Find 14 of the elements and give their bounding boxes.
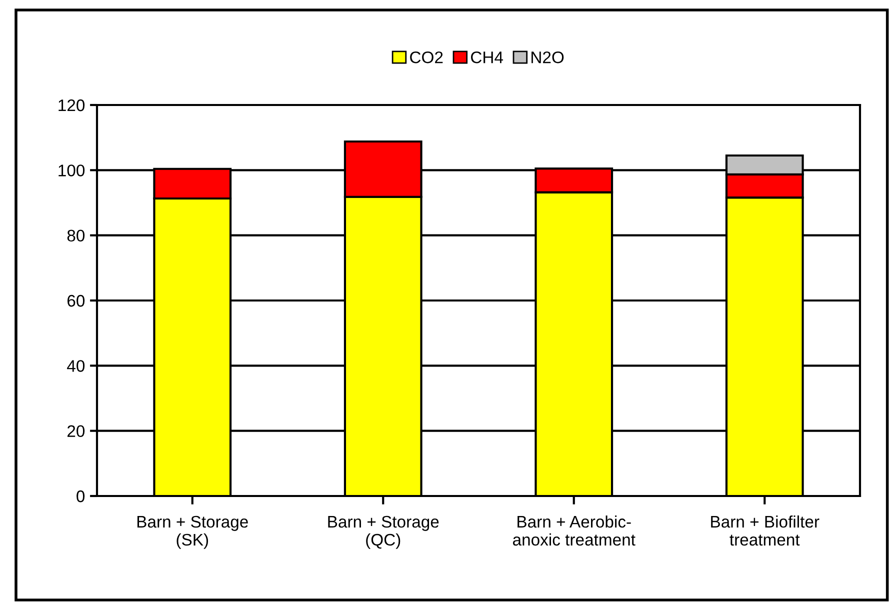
y-tick-label: 20 xyxy=(67,425,85,438)
y-tick-label: 120 xyxy=(58,99,85,112)
legend-label: N2O xyxy=(532,51,564,64)
x-tick-label: Barn + Biofilter treatment xyxy=(711,515,820,546)
x-tick-label: Barn + Storage (QC) xyxy=(328,516,439,549)
y-tick-label: 80 xyxy=(67,230,85,242)
y-tick-label: 0 xyxy=(76,490,85,502)
x-tick-label: Barn + Aerobic- anoxic treatment xyxy=(512,515,636,546)
y-tick-label: 100 xyxy=(58,164,85,176)
y-tick-label: 60 xyxy=(68,294,85,307)
y-tick-label: 40 xyxy=(67,360,85,372)
x-tick-label: Barn + Storage (SK) xyxy=(137,516,248,549)
legend-label: CH4 xyxy=(471,51,504,64)
legend-label: CO2 xyxy=(410,51,443,64)
